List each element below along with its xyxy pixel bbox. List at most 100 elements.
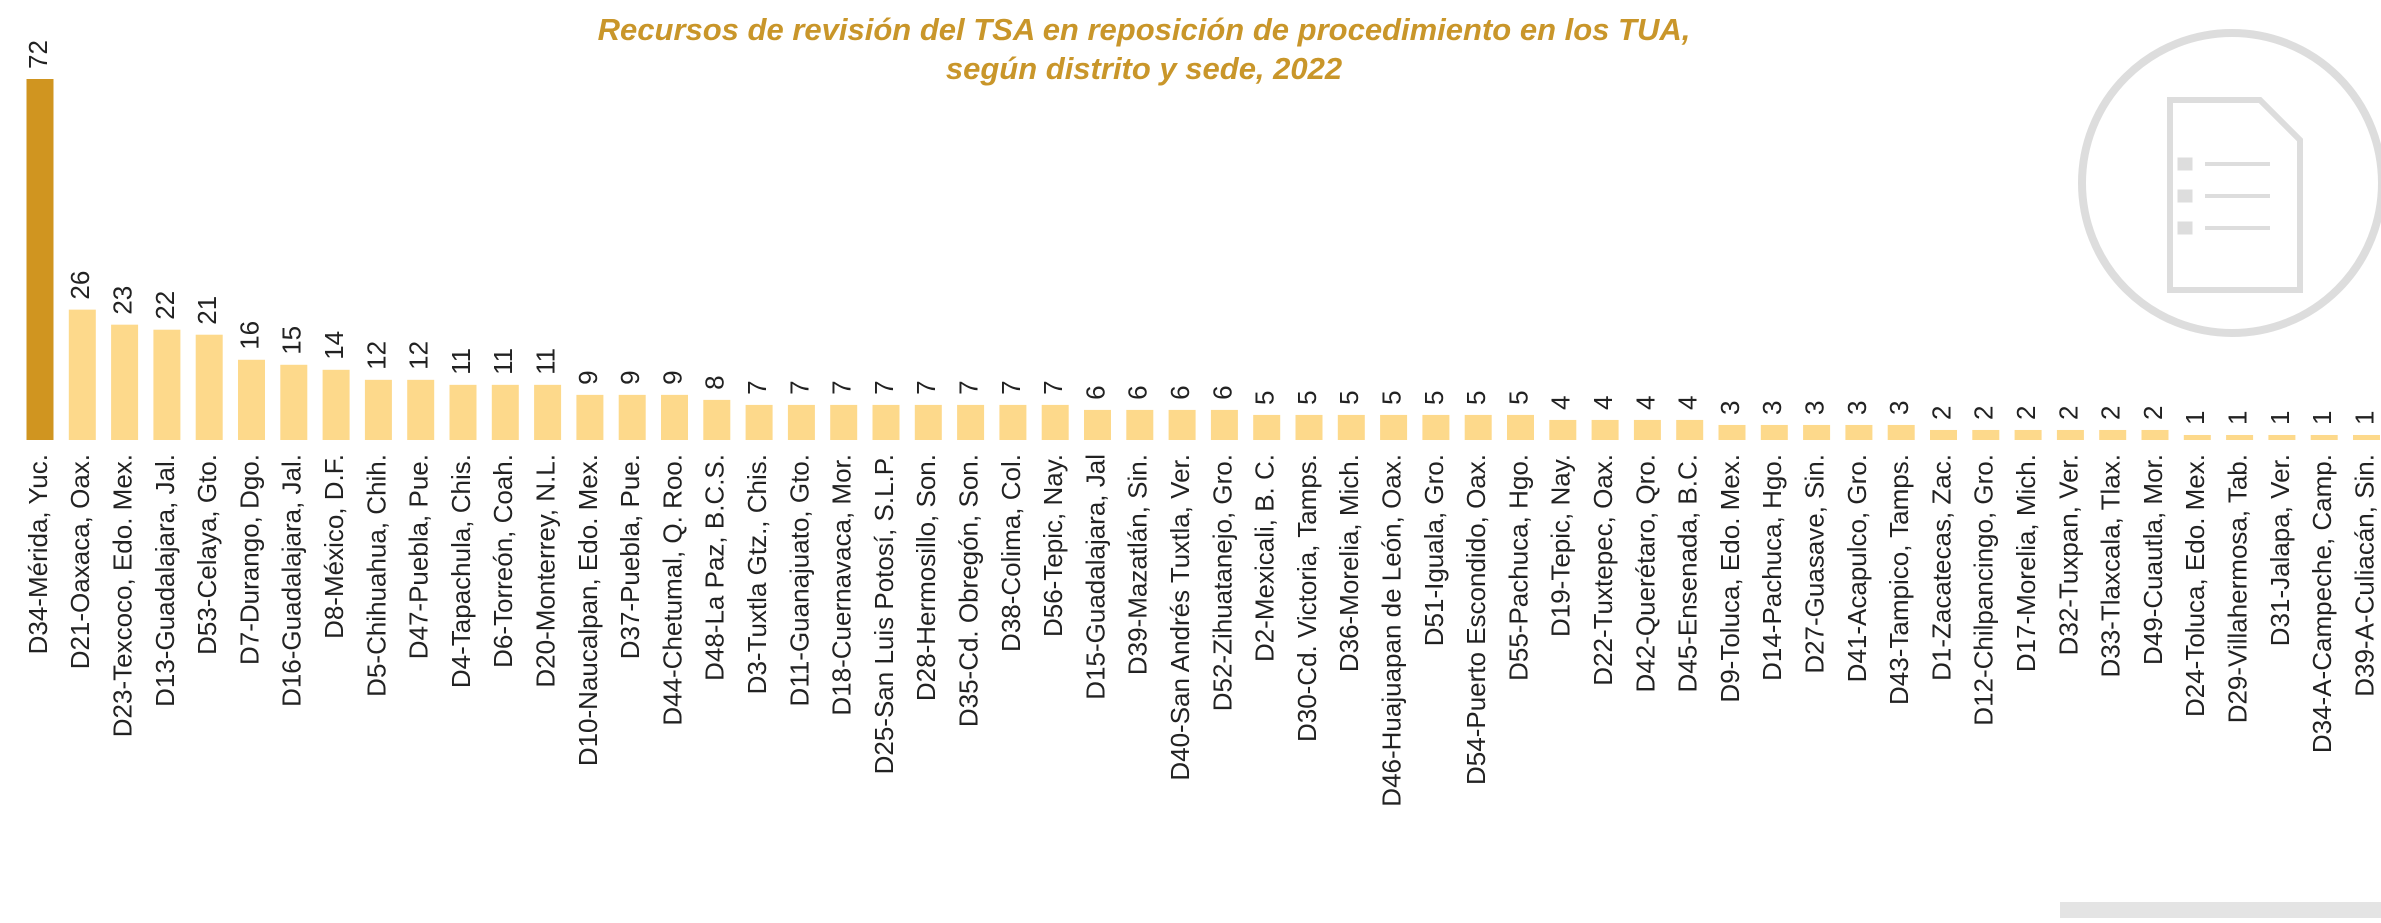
- bar: [661, 394, 688, 440]
- x-tick-label: D3-Tuxtla Gtz., Chis.: [742, 454, 772, 694]
- value-label: 12: [404, 341, 434, 370]
- bar: [2226, 434, 2254, 440]
- bar: [1041, 404, 1069, 440]
- x-tick-label: D34-A-Campeche, Camp.: [2307, 454, 2337, 753]
- value-label: 5: [1419, 390, 1449, 404]
- bar: [1633, 419, 1661, 440]
- x-tick-label: D27-Guasave, Sin.: [1799, 454, 1829, 674]
- logo-fragment: [2060, 902, 2381, 918]
- value-label: 11: [488, 348, 518, 375]
- bar: [2141, 429, 2169, 440]
- bar: [1168, 409, 1196, 440]
- x-tick-label: D47-Puebla, Pue.: [404, 454, 434, 659]
- value-label: 7: [784, 380, 814, 394]
- bar: [407, 379, 435, 440]
- bar: [111, 324, 139, 440]
- x-tick-label: D17-Morelia, Mich.: [2011, 454, 2041, 672]
- value-label: 16: [234, 321, 264, 350]
- value-label: 9: [657, 370, 687, 384]
- x-tick-label: D25-San Luis Potosí, S.L.P.: [869, 454, 899, 774]
- x-tick-label: D46-Huajuapan de León, Oax.: [1376, 454, 1406, 807]
- value-label: 7: [911, 380, 941, 394]
- x-tick-label: D35-Cd. Obregón, Son.: [953, 454, 983, 727]
- value-label: 3: [1842, 400, 1872, 414]
- x-tick-label: D44-Chetumal, Q. Roo.: [657, 454, 687, 726]
- x-tick-label: D21-Oaxaca, Oax.: [65, 454, 95, 669]
- bar: [957, 404, 985, 440]
- x-tick-label: D40-San Andrés Tuxtla, Ver.: [1165, 454, 1195, 781]
- value-label: 6: [1165, 385, 1195, 399]
- bar: [1507, 414, 1534, 440]
- x-tick-label: D29-Villahermosa, Tab.: [2222, 454, 2252, 723]
- value-label: 11: [446, 348, 476, 375]
- bar: [1803, 424, 1831, 440]
- value-label: 3: [1757, 400, 1787, 414]
- value-label: 1: [2349, 411, 2379, 425]
- bar: [1295, 414, 1323, 440]
- bar: [618, 394, 646, 440]
- bar: [1422, 414, 1450, 440]
- value-label: 9: [573, 370, 603, 384]
- bar: [2014, 429, 2042, 440]
- bar: [2268, 434, 2296, 440]
- value-label: 3: [1715, 400, 1745, 414]
- x-tick-label: D55-Pachuca, Hgo.: [1503, 454, 1533, 681]
- x-tick-label: D52-Zihuatanejo, Gro.: [1207, 454, 1237, 711]
- chart-title: Recursos de revisión del TSA en reposici…: [598, 12, 1691, 47]
- bar: [2310, 434, 2338, 440]
- bar: [68, 309, 96, 440]
- value-label: 1: [2222, 411, 2252, 425]
- x-tick-label: D42-Querétaro, Qro.: [1630, 454, 1660, 692]
- bar: [364, 379, 392, 440]
- bar: [1549, 419, 1577, 440]
- x-tick-label: D7-Durango, Dgo.: [234, 454, 264, 665]
- x-tick-label: D12-Chilpancingo, Gro.: [1969, 454, 1999, 726]
- value-label: 7: [953, 380, 983, 394]
- value-label: 6: [1207, 385, 1237, 399]
- value-label: 6: [1080, 385, 1110, 399]
- x-tick-label: D10-Naucalpan, Edo. Mex.: [573, 454, 603, 766]
- value-label: 1: [2180, 411, 2210, 425]
- x-tick-label: D18-Cuernavaca, Mor.: [827, 454, 857, 716]
- bar: [1464, 414, 1492, 440]
- x-tick-label: D31-Jalapa, Ver.: [2265, 454, 2295, 646]
- x-tick-label: D54-Puerto Escondido, Oax.: [1461, 454, 1491, 785]
- bar: [1591, 419, 1619, 440]
- x-tick-label: D48-La Paz, B.C.S.: [700, 454, 730, 681]
- bar: [2183, 434, 2211, 440]
- bar: [1210, 409, 1238, 440]
- bar: [26, 79, 54, 440]
- value-label: 72: [23, 40, 53, 69]
- value-label: 7: [742, 380, 772, 394]
- value-label: 3: [1799, 400, 1829, 414]
- value-label: 4: [1630, 395, 1660, 409]
- decorative-icon: [2078, 29, 2381, 337]
- x-tick-label: D11-Guanajuato, Gto.: [784, 454, 814, 706]
- x-tick-label: D39-A-Culiacán, Sin.: [2349, 454, 2379, 697]
- x-tick-label: D1-Zacatecas, Zac.: [1926, 454, 1956, 681]
- bar: [576, 394, 604, 440]
- value-label: 7: [827, 380, 857, 394]
- chart-title: según distrito y sede, 2022: [946, 51, 1342, 86]
- bar: [195, 334, 223, 440]
- x-tick-label: D15-Guadalajara, Jal: [1080, 454, 1110, 700]
- value-label: 2: [2138, 406, 2168, 420]
- value-label: 5: [1292, 390, 1322, 404]
- value-label: 22: [150, 291, 180, 320]
- bar: [2056, 429, 2084, 440]
- x-tick-label: D22-Tuxtepec, Oax.: [1588, 454, 1618, 686]
- value-label: 2: [2053, 406, 2083, 420]
- value-label: 7: [869, 380, 899, 394]
- bar: [1337, 414, 1365, 440]
- value-label: 14: [319, 331, 349, 360]
- value-label: 12: [361, 341, 391, 370]
- value-label: 2: [2011, 406, 2041, 420]
- x-tick-label: D23-Texcoco, Edo. Mex.: [107, 454, 137, 737]
- bar: [1760, 424, 1788, 440]
- bar: [703, 399, 731, 440]
- value-label: 5: [1334, 390, 1364, 404]
- x-tick-label: D30-Cd. Victoria, Tamps.: [1292, 454, 1322, 742]
- x-tick-label: D45-Ensenada, B.C.: [1673, 454, 1703, 692]
